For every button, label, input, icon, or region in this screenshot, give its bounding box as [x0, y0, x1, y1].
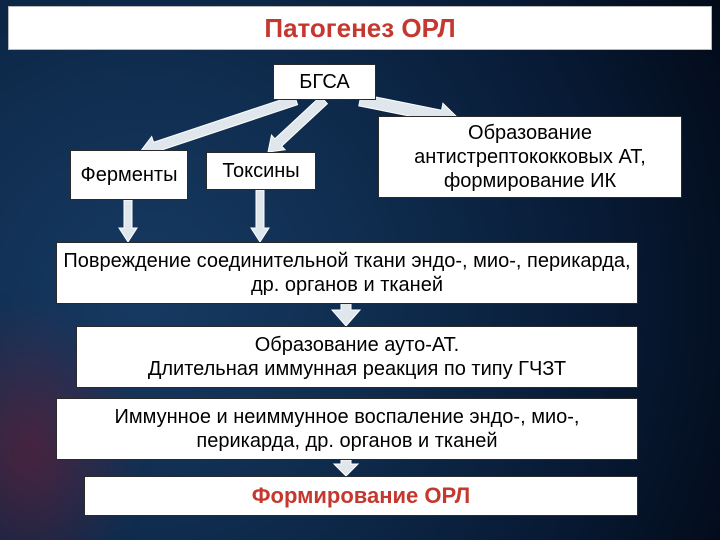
node-fermenty: Ферменты	[70, 150, 188, 200]
node-label: Ферменты	[81, 163, 178, 187]
node-formation: Формирование ОРЛ	[84, 476, 638, 516]
node-label: Образование антистрептококковых АТ, форм…	[385, 121, 675, 193]
node-label: Повреждение соединительной ткани эндо-, …	[63, 249, 631, 297]
node-label: Иммунное и неиммунное воспаление эндо-, …	[63, 405, 631, 453]
node-bgsa: БГСА	[273, 64, 376, 100]
title-bar: Патогенез ОРЛ	[8, 6, 712, 50]
node-immune: Иммунное и неиммунное воспаление эндо-, …	[56, 398, 638, 460]
title-text: Патогенез ОРЛ	[264, 13, 455, 44]
node-damage: Повреждение соединительной ткани эндо-, …	[56, 242, 638, 304]
node-label: Токсины	[222, 159, 299, 183]
node-auto-at: Образование ауто-АТ. Длительная иммунная…	[76, 326, 638, 388]
node-toksiny: Токсины	[206, 152, 316, 190]
node-antibodies: Образование антистрептококковых АТ, форм…	[378, 116, 682, 198]
node-label: Формирование ОРЛ	[252, 483, 471, 509]
node-label: БГСА	[299, 70, 349, 94]
node-label: Образование ауто-АТ. Длительная иммунная…	[148, 333, 566, 381]
